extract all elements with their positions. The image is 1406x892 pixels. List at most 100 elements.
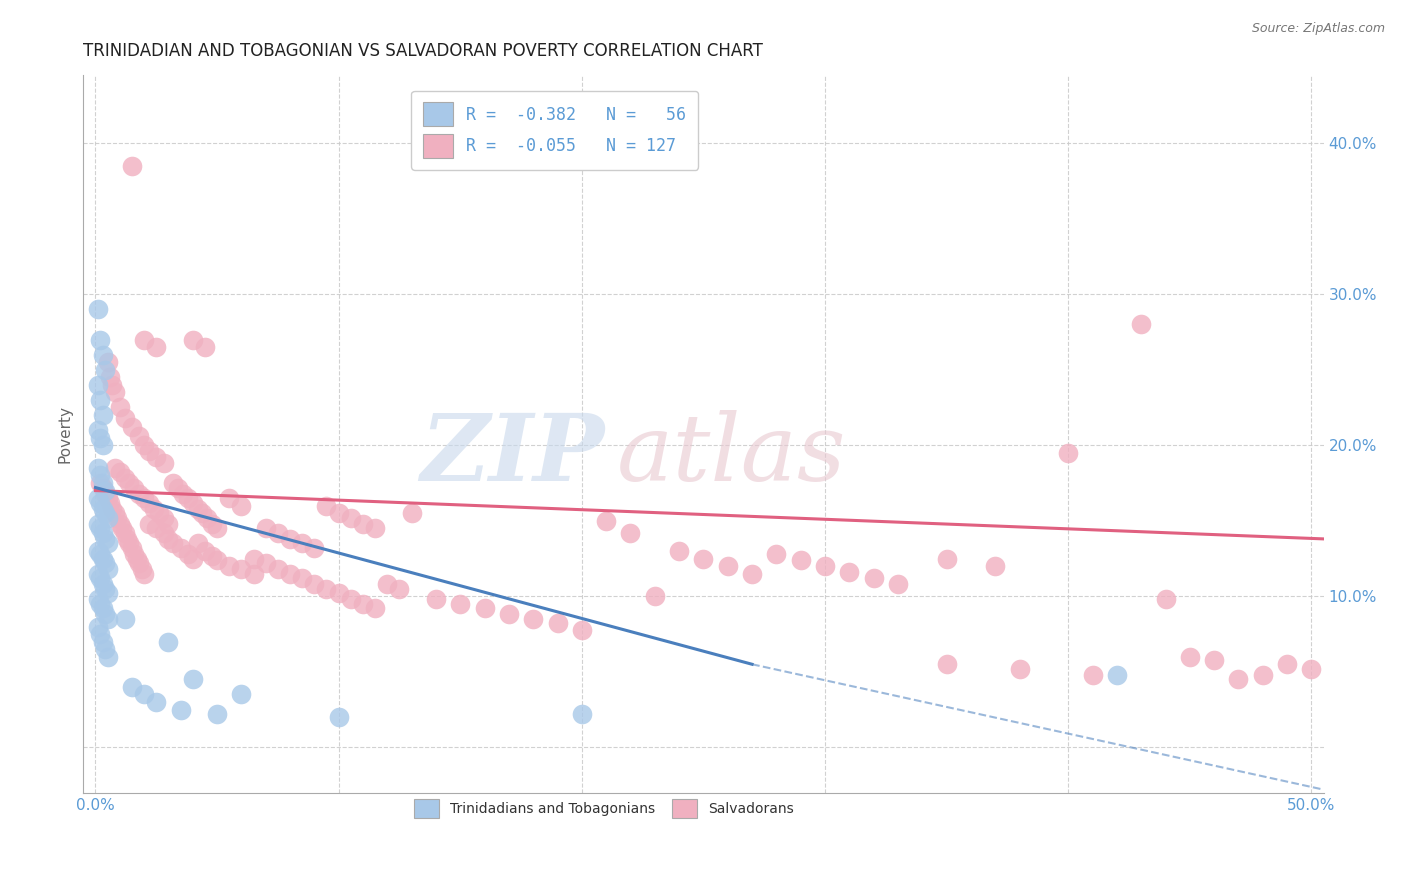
Point (765, 547, 787, 561)
Point (644, 589, 666, 603)
Point (1057, 446, 1080, 460)
Point (254, 521, 277, 535)
Point (91, 525, 114, 540)
Point (87, 461, 110, 475)
Point (97, 510, 120, 524)
Point (157, 634, 180, 648)
Point (935, 551, 957, 566)
Legend: Trinidadians and Tobagonians, Salvadorans: Trinidadians and Tobagonians, Salvadoran… (408, 791, 801, 825)
Point (94, 532, 117, 546)
Point (340, 510, 363, 524)
Point (1081, 668, 1104, 682)
Point (121, 541, 143, 555)
Point (89, 431, 111, 445)
Point (218, 491, 240, 505)
Point (94, 642, 117, 657)
Point (425, 592, 447, 607)
Point (1178, 649, 1201, 664)
Point (862, 571, 884, 585)
Point (619, 525, 641, 540)
Point (205, 553, 228, 567)
Point (89, 333, 111, 347)
Point (1227, 673, 1250, 687)
Point (1105, 668, 1128, 682)
Point (218, 559, 240, 574)
Point (94, 556, 117, 570)
Point (94, 506, 117, 520)
Point (97, 536, 120, 550)
Point (94, 363, 117, 377)
Point (89, 392, 111, 407)
Y-axis label: Poverty: Poverty (58, 405, 72, 463)
Point (89, 496, 111, 510)
Point (132, 333, 155, 347)
Point (87, 491, 110, 505)
Point (205, 521, 228, 535)
Point (522, 612, 544, 626)
Point (91, 408, 114, 422)
Point (89, 627, 111, 641)
Point (91, 438, 114, 452)
Point (838, 565, 860, 579)
Point (145, 340, 167, 354)
Point (231, 688, 253, 702)
Point (148, 506, 170, 520)
Point (142, 501, 165, 516)
Point (1251, 668, 1274, 682)
Point (181, 551, 204, 566)
Point (364, 601, 387, 615)
Point (87, 544, 110, 558)
Point (87, 566, 110, 581)
Point (94, 607, 117, 622)
Point (94, 486, 117, 500)
Point (91, 501, 114, 516)
Point (278, 532, 301, 546)
Point (125, 551, 148, 566)
Point (267, 525, 290, 540)
Point (138, 516, 160, 531)
Point (304, 577, 326, 591)
Point (242, 566, 264, 581)
Point (328, 506, 350, 520)
Point (124, 547, 146, 561)
Point (1301, 662, 1323, 676)
Point (89, 597, 111, 611)
Point (91, 475, 114, 490)
Point (94, 582, 117, 596)
Point (132, 566, 155, 581)
Point (668, 544, 690, 558)
Point (87, 423, 110, 437)
Point (169, 541, 191, 555)
Point (187, 501, 209, 516)
Point (108, 401, 131, 415)
Point (304, 541, 326, 555)
Point (352, 516, 374, 531)
Point (328, 586, 350, 600)
Point (89, 475, 111, 490)
Point (1204, 653, 1226, 667)
Point (152, 456, 174, 470)
Point (474, 601, 496, 615)
Point (1154, 592, 1177, 607)
Point (194, 340, 217, 354)
Point (98, 370, 121, 384)
Point (267, 562, 290, 576)
Point (98, 496, 121, 510)
Point (449, 597, 471, 611)
Point (177, 491, 200, 505)
Point (352, 597, 374, 611)
Point (89, 547, 111, 561)
Point (887, 577, 910, 591)
Point (145, 450, 167, 465)
Point (278, 566, 301, 581)
Point (242, 551, 264, 566)
Point (814, 559, 837, 574)
Point (157, 516, 180, 531)
Point (152, 525, 174, 540)
Point (375, 577, 398, 591)
Point (121, 159, 143, 173)
Point (89, 571, 111, 585)
Point (201, 549, 224, 563)
Point (364, 521, 387, 535)
Point (138, 444, 160, 458)
